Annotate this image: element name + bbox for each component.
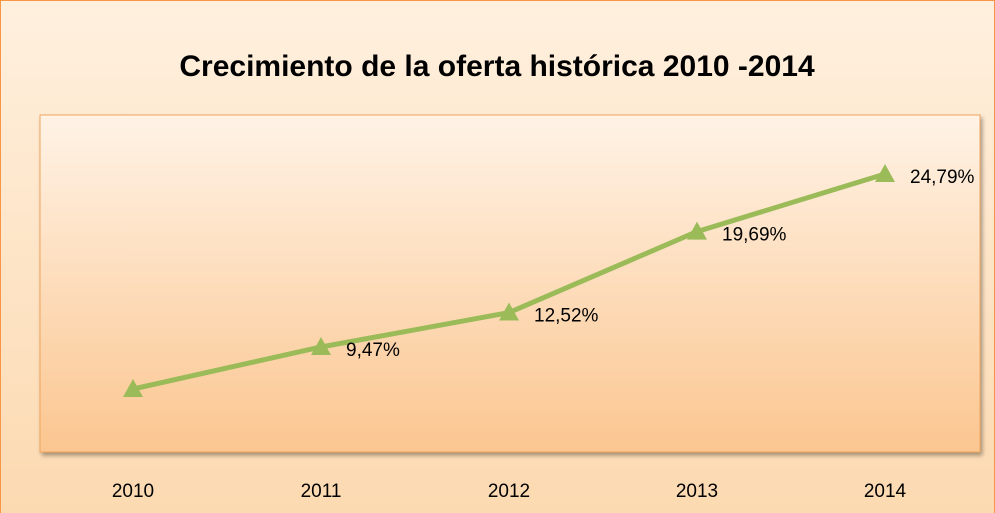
marker bbox=[875, 164, 895, 182]
marker bbox=[687, 221, 707, 240]
x-tick-label: 2011 bbox=[301, 481, 342, 502]
plot-area bbox=[39, 114, 981, 453]
marker bbox=[311, 336, 331, 355]
marker bbox=[499, 302, 519, 321]
x-tick-label: 2013 bbox=[676, 481, 718, 502]
data-label: 12,52% bbox=[534, 306, 599, 327]
data-label: 24,79% bbox=[910, 167, 975, 188]
data-label: 9,47% bbox=[346, 340, 400, 361]
data-label: 19,69% bbox=[722, 225, 787, 246]
chart-title: Crecimiento de la oferta histórica 2010 … bbox=[179, 50, 815, 83]
x-tick-label: 2012 bbox=[488, 481, 530, 502]
marker bbox=[123, 379, 143, 397]
x-tick-label: 2010 bbox=[112, 481, 154, 502]
x-tick-label: 2014 bbox=[864, 481, 907, 502]
